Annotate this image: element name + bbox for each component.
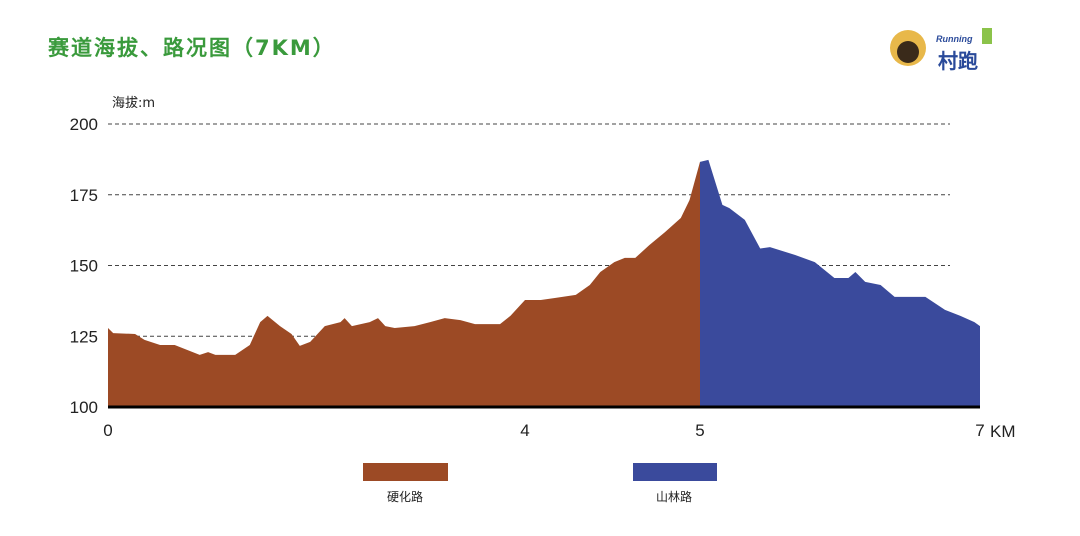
cunpao-logo: Running 村跑 xyxy=(884,18,1004,82)
x-tick-label: 7 xyxy=(975,421,984,440)
y-tick-label: 150 xyxy=(70,257,98,276)
svg-text:村跑: 村跑 xyxy=(938,49,978,73)
area-series-road xyxy=(108,161,700,407)
legend-swatch-trail xyxy=(633,463,717,481)
y-tick-label: 175 xyxy=(70,186,98,205)
x-unit-label: KM xyxy=(990,422,1016,441)
x-tick-label: 5 xyxy=(695,421,704,440)
legend-label-road: 硬化路 xyxy=(387,490,424,504)
legend-label-trail: 山林路 xyxy=(656,490,693,504)
y-tick-label: 100 xyxy=(70,398,98,417)
y-tick-label: 200 xyxy=(70,115,98,134)
page-title: 赛道海拔、路况图（7KM） xyxy=(48,36,336,60)
y-axis-label: 海拔:m xyxy=(112,96,155,111)
legend-swatch-road xyxy=(363,463,448,481)
x-tick-label: 0 xyxy=(103,421,112,440)
y-tick-label: 125 xyxy=(70,327,98,346)
area-series-trail xyxy=(700,159,980,407)
x-tick-label: 4 xyxy=(520,421,529,440)
svg-text:Running: Running xyxy=(936,34,973,44)
